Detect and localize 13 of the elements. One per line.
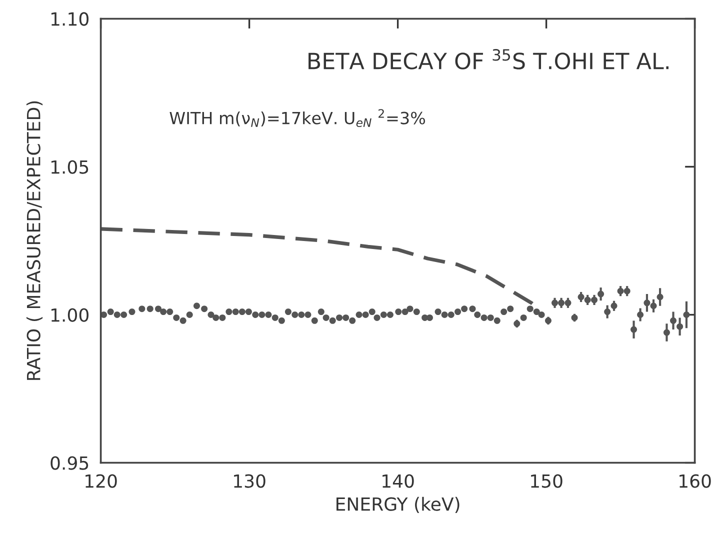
- annotation: WITH m(ν$_{N}$)=17keV. U$_{eN}$ $^{2}$=3%: [170, 109, 426, 128]
- x-tick-label: 160: [680, 474, 711, 488]
- y-axis-title: RATIO ( MEASURED/EXPECTED): [26, 101, 43, 380]
- x-tick-label: 120: [86, 474, 117, 488]
- y-tick-label: 1.05: [51, 160, 88, 174]
- y-tick-label: 0.95: [50, 456, 88, 470]
- y-tick-label: 1.00: [51, 308, 88, 322]
- x-tick-label: 150: [531, 474, 562, 488]
- y-tick-label: 1.10: [51, 12, 88, 26]
- text: BETA DECAY OF $^{35}$S T.OHI ET AL.: [308, 49, 669, 70]
- x-tick-label: 140: [382, 474, 414, 488]
- x-tick-label: 130: [234, 474, 266, 488]
- x-axis-title: ENERGY (keV): [336, 496, 460, 514]
